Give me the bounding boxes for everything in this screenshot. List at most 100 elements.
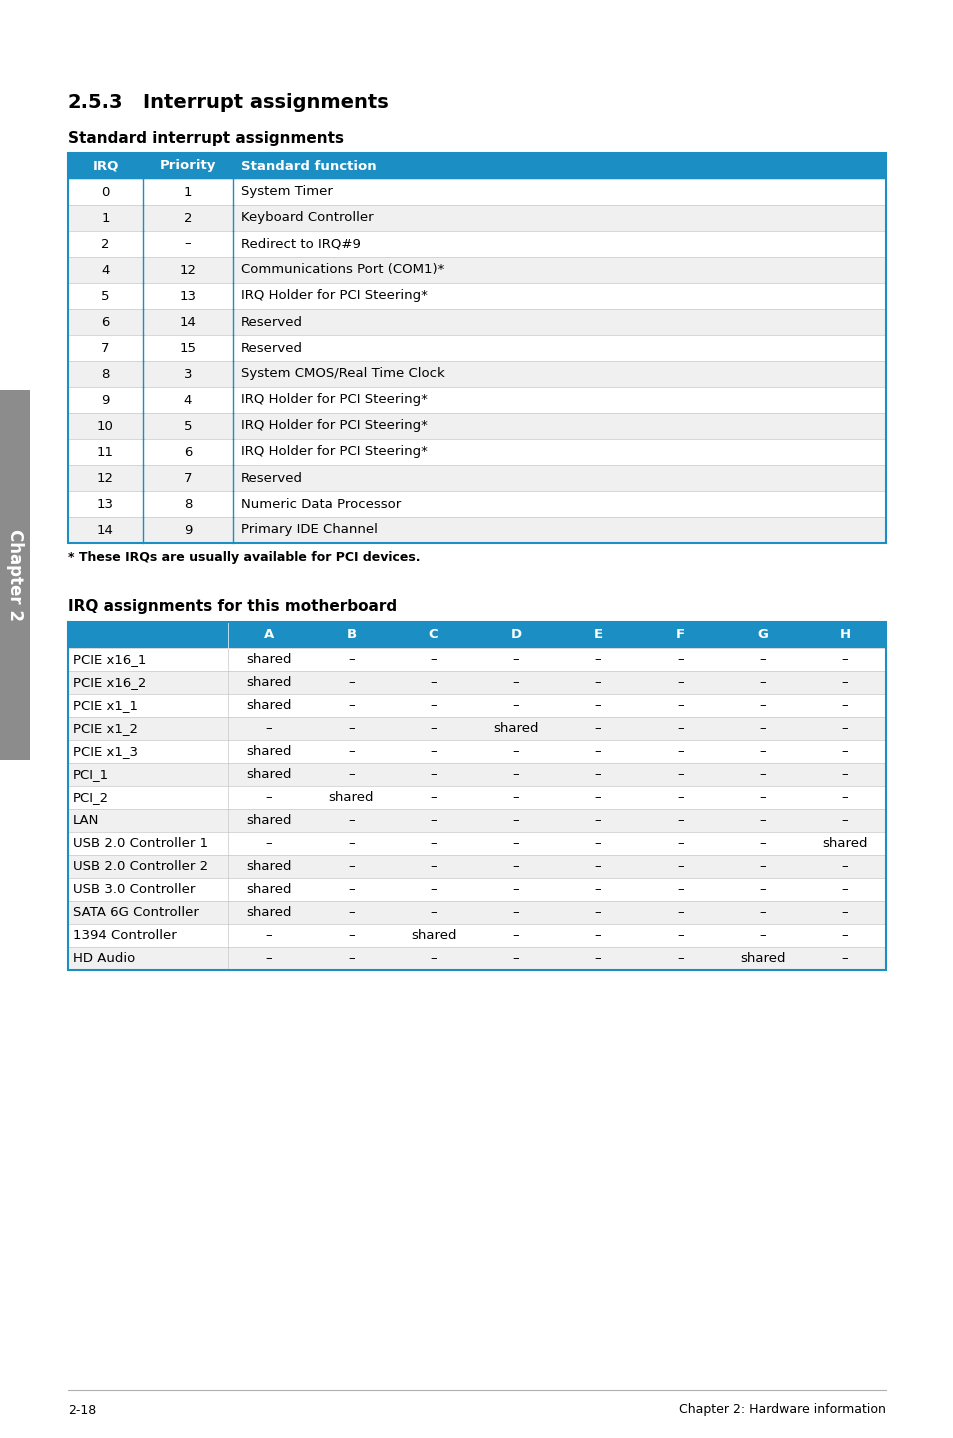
Text: G: G	[757, 628, 767, 641]
Text: Numeric Data Processor: Numeric Data Processor	[241, 498, 401, 510]
Text: Standard interrupt assignments: Standard interrupt assignments	[68, 131, 344, 145]
Text: –: –	[348, 883, 355, 896]
Text: System CMOS/Real Time Clock: System CMOS/Real Time Clock	[241, 368, 444, 381]
Text: 8: 8	[184, 498, 192, 510]
Text: –: –	[841, 883, 847, 896]
Bar	[68, 309, 885, 335]
Text: USB 3.0 Controller: USB 3.0 Controller	[73, 883, 195, 896]
Text: 6: 6	[101, 315, 110, 328]
Text: 15: 15	[179, 341, 196, 355]
Text: –: –	[594, 768, 600, 781]
Text: –: –	[348, 768, 355, 781]
Text: –: –	[841, 929, 847, 942]
Text: A: A	[264, 628, 274, 641]
Bar	[68, 232, 885, 257]
Text: –: –	[430, 676, 436, 689]
Text: 12: 12	[97, 472, 113, 485]
Text: –: –	[759, 906, 765, 919]
Text: –: –	[594, 722, 600, 735]
Text: IRQ Holder for PCI Steering*: IRQ Holder for PCI Steering*	[241, 394, 428, 407]
Text: –: –	[677, 699, 683, 712]
Text: –: –	[759, 883, 765, 896]
Text: –: –	[430, 745, 436, 758]
Text: 13: 13	[179, 289, 196, 302]
Text: –: –	[185, 237, 192, 250]
Text: –: –	[512, 952, 518, 965]
Text: IRQ assignments for this motherboard: IRQ assignments for this motherboard	[68, 598, 396, 614]
Text: –: –	[348, 676, 355, 689]
Bar	[68, 764, 885, 787]
Text: –: –	[348, 814, 355, 827]
Text: E: E	[593, 628, 602, 641]
Text: Chapter 2: Chapter 2	[6, 529, 24, 621]
Text: –: –	[759, 860, 765, 873]
Text: –: –	[594, 906, 600, 919]
Text: –: –	[677, 676, 683, 689]
Text: IRQ Holder for PCI Steering*: IRQ Holder for PCI Steering*	[241, 289, 428, 302]
Text: –: –	[841, 814, 847, 827]
Text: SATA 6G Controller: SATA 6G Controller	[73, 906, 198, 919]
Text: * These IRQs are usually available for PCI devices.: * These IRQs are usually available for P…	[68, 552, 420, 565]
Text: 9: 9	[101, 394, 110, 407]
Text: Reserved: Reserved	[241, 315, 303, 328]
Text: –: –	[430, 791, 436, 804]
Text: –: –	[348, 699, 355, 712]
Text: 4: 4	[184, 394, 192, 407]
Text: IRQ: IRQ	[92, 160, 118, 173]
Text: 1394 Controller: 1394 Controller	[73, 929, 176, 942]
Text: –: –	[677, 745, 683, 758]
Text: –: –	[677, 768, 683, 781]
Text: –: –	[512, 791, 518, 804]
Text: PCIE x1_3: PCIE x1_3	[73, 745, 138, 758]
Bar	[68, 948, 885, 971]
Text: 1: 1	[101, 211, 110, 224]
Text: –: –	[594, 860, 600, 873]
Text: –: –	[759, 676, 765, 689]
Text: –: –	[512, 860, 518, 873]
Text: shared: shared	[246, 814, 292, 827]
Text: –: –	[759, 768, 765, 781]
Text: –: –	[759, 791, 765, 804]
Text: –: –	[430, 837, 436, 850]
Bar	[0, 390, 30, 761]
Text: –: –	[677, 814, 683, 827]
Text: 2-18: 2-18	[68, 1403, 96, 1416]
Text: –: –	[512, 768, 518, 781]
Text: –: –	[841, 722, 847, 735]
Bar	[68, 833, 885, 856]
Text: USB 2.0 Controller 2: USB 2.0 Controller 2	[73, 860, 208, 873]
Bar	[68, 649, 885, 672]
Bar	[68, 518, 885, 544]
Bar	[68, 178, 885, 206]
Bar	[68, 879, 885, 902]
Text: –: –	[348, 837, 355, 850]
Bar	[68, 206, 885, 232]
Text: –: –	[430, 653, 436, 666]
Text: HD Audio: HD Audio	[73, 952, 135, 965]
Text: 3: 3	[184, 368, 193, 381]
Text: PCI_2: PCI_2	[73, 791, 109, 804]
Bar	[68, 925, 885, 948]
Text: Communications Port (COM1)*: Communications Port (COM1)*	[241, 263, 444, 276]
Bar	[68, 257, 885, 283]
Bar	[68, 283, 885, 309]
Text: –: –	[594, 653, 600, 666]
Text: –: –	[266, 791, 273, 804]
Text: 11: 11	[97, 446, 113, 459]
Bar	[68, 361, 885, 387]
Text: –: –	[430, 952, 436, 965]
Bar	[68, 490, 885, 518]
Text: 4: 4	[101, 263, 110, 276]
Text: shared: shared	[246, 745, 292, 758]
Text: 1: 1	[184, 186, 193, 198]
Text: 8: 8	[101, 368, 110, 381]
Bar	[68, 741, 885, 764]
Text: –: –	[759, 722, 765, 735]
Text: –: –	[759, 837, 765, 850]
Text: Priority: Priority	[160, 160, 216, 173]
Text: –: –	[512, 906, 518, 919]
Text: IRQ Holder for PCI Steering*: IRQ Holder for PCI Steering*	[241, 446, 428, 459]
Bar	[68, 623, 885, 649]
Text: 7: 7	[101, 341, 110, 355]
Text: –: –	[348, 952, 355, 965]
